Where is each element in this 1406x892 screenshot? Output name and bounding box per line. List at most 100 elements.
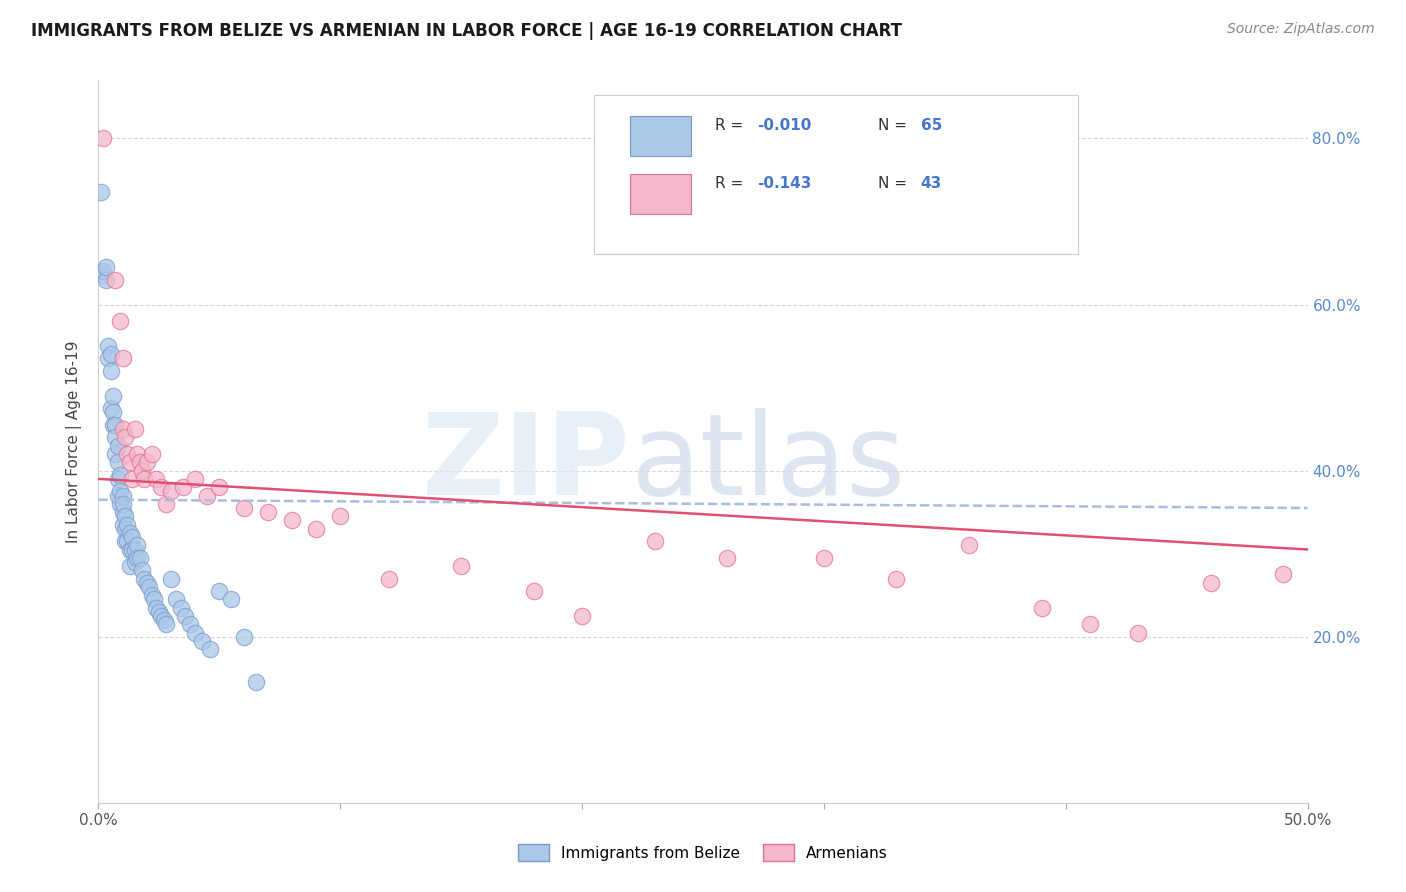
- Y-axis label: In Labor Force | Age 16-19: In Labor Force | Age 16-19: [66, 340, 83, 543]
- Point: [114, 534, 136, 549]
- Point: [174, 609, 197, 624]
- Point: [127, 550, 149, 565]
- Point: [94, 260, 117, 274]
- Text: 65: 65: [921, 118, 942, 133]
- Point: [108, 484, 131, 499]
- Point: [191, 633, 214, 648]
- Point: [111, 497, 134, 511]
- Point: [195, 489, 218, 503]
- Point: [644, 534, 666, 549]
- Point: [148, 605, 170, 619]
- Point: [1199, 575, 1222, 590]
- Point: [172, 480, 194, 494]
- Point: [117, 534, 139, 549]
- Point: [160, 484, 183, 499]
- Point: [128, 455, 150, 469]
- Point: [104, 417, 127, 432]
- Point: [91, 131, 114, 145]
- Point: [124, 422, 146, 436]
- Point: [107, 439, 129, 453]
- Text: atlas: atlas: [630, 408, 905, 519]
- Point: [169, 600, 191, 615]
- Point: [1078, 617, 1101, 632]
- Point: [91, 268, 114, 283]
- Point: [184, 472, 207, 486]
- Point: [114, 430, 136, 444]
- Point: [114, 522, 136, 536]
- Point: [198, 642, 221, 657]
- Text: Source: ZipAtlas.com: Source: ZipAtlas.com: [1227, 22, 1375, 37]
- Point: [124, 555, 146, 569]
- Text: ZIP: ZIP: [422, 408, 630, 519]
- Point: [97, 339, 120, 353]
- Text: IMMIGRANTS FROM BELIZE VS ARMENIAN IN LABOR FORCE | AGE 16-19 CORRELATION CHART: IMMIGRANTS FROM BELIZE VS ARMENIAN IN LA…: [31, 22, 901, 40]
- Point: [91, 264, 114, 278]
- Point: [208, 584, 231, 599]
- Point: [107, 472, 129, 486]
- Point: [134, 572, 156, 586]
- Legend: Immigrants from Belize, Armenians: Immigrants from Belize, Armenians: [512, 838, 894, 867]
- Point: [108, 497, 131, 511]
- Point: [155, 497, 177, 511]
- Point: [131, 464, 153, 478]
- Point: [111, 505, 134, 519]
- Point: [97, 351, 120, 366]
- Point: [100, 401, 122, 416]
- Point: [305, 522, 328, 536]
- Point: [141, 447, 163, 461]
- Point: [141, 588, 163, 602]
- Bar: [630, 116, 690, 156]
- Point: [111, 351, 134, 366]
- Point: [329, 509, 352, 524]
- Point: [150, 609, 173, 624]
- Point: [111, 422, 134, 436]
- Point: [90, 186, 112, 200]
- Text: N =: N =: [879, 176, 912, 191]
- Point: [107, 455, 129, 469]
- Point: [94, 272, 117, 286]
- Point: [107, 489, 129, 503]
- Point: [108, 467, 131, 482]
- Point: [128, 550, 150, 565]
- Point: [232, 500, 254, 515]
- Text: R =: R =: [716, 118, 748, 133]
- Point: [143, 592, 166, 607]
- Point: [450, 559, 472, 574]
- Point: [232, 630, 254, 644]
- Point: [155, 617, 177, 632]
- Point: [104, 447, 127, 461]
- Point: [134, 472, 156, 486]
- Point: [184, 625, 207, 640]
- Point: [118, 542, 141, 557]
- Point: [377, 572, 399, 586]
- Point: [104, 272, 127, 286]
- Point: [135, 455, 157, 469]
- Text: -0.143: -0.143: [758, 176, 811, 191]
- Point: [101, 389, 124, 403]
- Point: [1128, 625, 1150, 640]
- Point: [208, 480, 231, 494]
- Point: [281, 513, 304, 527]
- Point: [957, 538, 980, 552]
- Point: [101, 405, 124, 419]
- Point: [571, 609, 593, 624]
- Point: [221, 592, 243, 607]
- Point: [118, 455, 141, 469]
- Point: [523, 584, 546, 599]
- Point: [886, 572, 908, 586]
- Point: [101, 417, 124, 432]
- Point: [1272, 567, 1295, 582]
- Point: [152, 613, 174, 627]
- Point: [256, 505, 278, 519]
- Text: 43: 43: [921, 176, 942, 191]
- Point: [716, 550, 738, 565]
- Point: [813, 550, 835, 565]
- Bar: [630, 174, 690, 214]
- Point: [145, 600, 167, 615]
- Point: [114, 509, 136, 524]
- Point: [160, 572, 183, 586]
- Point: [131, 563, 153, 577]
- Point: [124, 542, 146, 557]
- Point: [121, 530, 143, 544]
- Point: [127, 538, 149, 552]
